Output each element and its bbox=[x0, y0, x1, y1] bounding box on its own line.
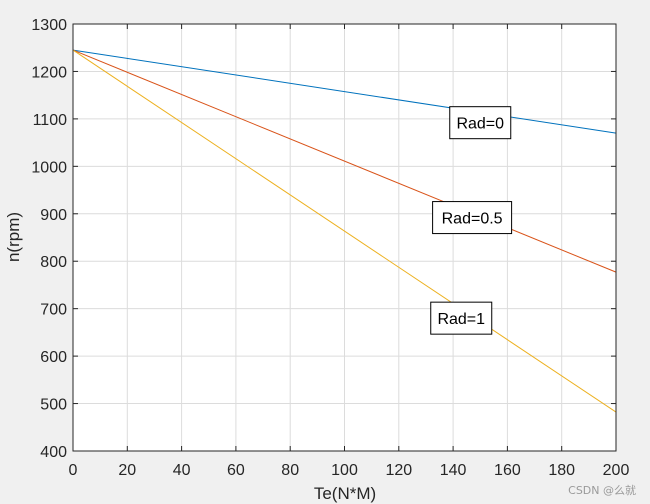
series-line-2 bbox=[72, 49, 617, 413]
y-tick-label: 500 bbox=[40, 397, 67, 414]
x-tick-label: 40 bbox=[173, 462, 191, 479]
x-tick-label: 80 bbox=[281, 462, 299, 479]
annotation-label: Rad=1 bbox=[437, 311, 485, 328]
x-tick-label: 160 bbox=[494, 462, 521, 479]
x-tick-label: 100 bbox=[331, 462, 358, 479]
annotation-label: Rad=0 bbox=[456, 116, 504, 133]
annotation-box: Rad=0 bbox=[449, 106, 512, 140]
x-tick-label: 200 bbox=[603, 462, 630, 479]
series-line-0 bbox=[72, 49, 617, 134]
annotation-box: Rad=0.5 bbox=[432, 201, 513, 235]
annotation-frame bbox=[430, 301, 493, 335]
y-tick-label: 900 bbox=[40, 207, 67, 224]
y-tick-label: 400 bbox=[40, 444, 67, 461]
x-tick-label: 60 bbox=[227, 462, 245, 479]
ticks: 0 20 40 60 80 100 120 140 160 180 200 400 500 600 700 8… bbox=[31, 17, 629, 479]
y-tick-label: 1000 bbox=[31, 159, 67, 176]
y-axis-label: n(rpm) bbox=[4, 212, 23, 262]
annotation-label: Rad=0.5 bbox=[442, 211, 503, 228]
y-tick-label: 600 bbox=[40, 349, 67, 366]
annotation-frame bbox=[449, 106, 512, 140]
y-tick-label: 800 bbox=[40, 254, 67, 271]
y-tick-label: 1100 bbox=[33, 112, 68, 129]
x-tick-label: 180 bbox=[548, 462, 575, 479]
x-tick-label: 140 bbox=[440, 462, 467, 479]
x-axis-label: Te(N*M) bbox=[314, 484, 376, 503]
watermark: CSDN @么就 bbox=[568, 483, 636, 497]
series-line-1 bbox=[72, 49, 617, 273]
x-tick-label: 20 bbox=[118, 462, 136, 479]
y-tick-label: 1200 bbox=[31, 64, 67, 81]
annotations: Rad=0 Rad=0.5 Rad=1 bbox=[430, 106, 513, 335]
series-layer bbox=[72, 49, 617, 413]
x-tick-label: 120 bbox=[385, 462, 412, 479]
y-tick-label: 1300 bbox=[31, 17, 67, 34]
x-tick-label: 0 bbox=[69, 462, 78, 479]
annotation-box: Rad=1 bbox=[430, 301, 493, 335]
y-tick-label: 700 bbox=[40, 302, 67, 319]
annotation-frame bbox=[432, 201, 513, 235]
